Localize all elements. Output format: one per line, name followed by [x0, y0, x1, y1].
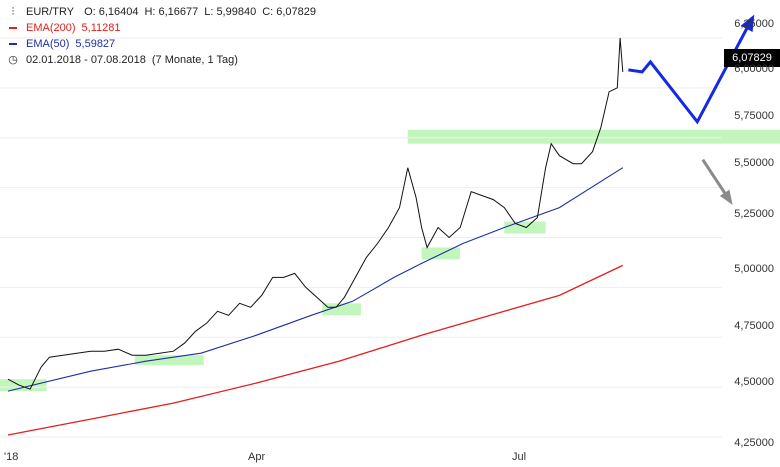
highlight-zones	[0, 129, 780, 392]
last-price-label: 6,07829	[724, 49, 780, 67]
ytick-6-25: 6,25000	[734, 18, 774, 30]
low-value: 5,99840	[216, 6, 257, 18]
bullish-arrowhead	[740, 14, 755, 32]
support-zone-1	[134, 355, 204, 366]
close-value: 6,07829	[276, 6, 316, 18]
ema50-swatch	[6, 43, 20, 45]
ema200-name: EMA(200)	[26, 22, 76, 34]
ytick-4-50: 4,50000	[734, 376, 774, 388]
instrument-title: EUR/TRY	[26, 6, 75, 18]
ytick-5-00: 5,00000	[734, 263, 774, 275]
ytick-4-75: 4,75000	[734, 320, 774, 332]
low-label: L:	[204, 6, 214, 18]
period-note: (7 Monate, 1 Tag)	[151, 54, 238, 66]
candlestick-icon: ⫶	[11, 6, 15, 18]
chart-grid	[0, 37, 722, 438]
resistance-zone	[407, 129, 780, 144]
bearish-arrowhead	[719, 189, 733, 205]
ytick-4-25: 4,25000	[734, 437, 774, 449]
support-zone-2	[322, 303, 361, 316]
ema200-legend-row: EMA(200) 5,11281	[6, 20, 316, 36]
price-series-line	[7, 37, 624, 390]
ema50-value: 5,59827	[75, 38, 116, 50]
ema200-line	[7, 264, 624, 436]
ytick-6-00: 6,00000	[734, 63, 774, 75]
ytick-5-75: 5,75000	[734, 110, 774, 122]
support-zone-3	[421, 247, 461, 260]
xtick-jan-18: '18	[4, 451, 19, 463]
ytick-5-25: 5,25000	[734, 208, 774, 220]
ema50-line	[7, 167, 624, 392]
close-label: C:	[262, 6, 274, 18]
support-zone-0	[0, 379, 47, 392]
period-row: ◷ 02.01.2018 - 07.08.2018 (7 Monate, 1 T…	[6, 52, 316, 68]
ema50-legend-row: EMA(50) 5,59827	[6, 36, 316, 52]
instrument-row: ⫶ EUR/TRY O: 6,16404 H: 6,16677 L: 5,99840 …	[6, 4, 316, 20]
chart-legend: ⫶ EUR/TRY O: 6,16404 H: 6,16677 L: 5,99840 …	[6, 4, 316, 68]
xtick-apr: Apr	[248, 451, 266, 463]
ema200-value: 5,11281	[81, 22, 121, 34]
ytick-5-50: 5,50000	[734, 157, 774, 169]
clock-icon: ◷	[8, 54, 18, 66]
high-label: H:	[144, 6, 156, 18]
ema50-name: EMA(50)	[26, 38, 70, 50]
open-value: 6,16404	[98, 6, 139, 18]
high-value: 6,16677	[158, 6, 199, 18]
xtick-jul: Jul	[512, 451, 527, 463]
bullish-scenario-arrow	[628, 17, 754, 125]
ema200-swatch	[6, 27, 20, 29]
period-range: 02.01.2018 - 07.08.2018	[26, 54, 146, 66]
open-label: O:	[84, 6, 96, 18]
